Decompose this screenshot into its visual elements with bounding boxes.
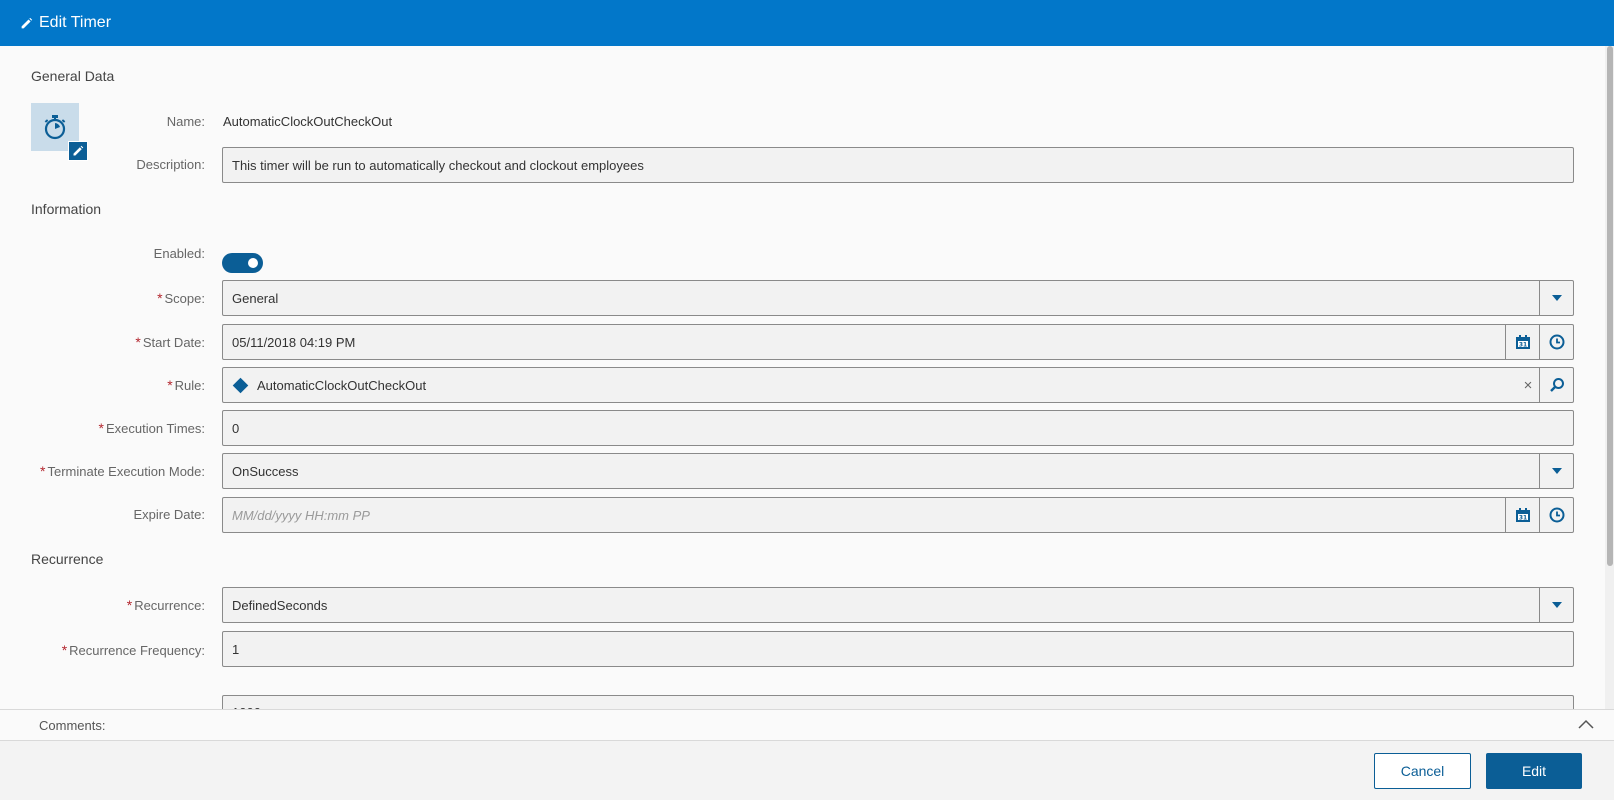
svg-text:31: 31 (1518, 515, 1526, 522)
expire-date-label: Expire Date: (133, 507, 205, 522)
scope-value: General (232, 290, 279, 306)
search-icon (1549, 378, 1564, 392)
recurrence-next-field[interactable]: 1000 (222, 695, 1574, 709)
expire-date-calendar-button[interactable]: 31 (1505, 498, 1539, 532)
expire-date-time-button[interactable] (1539, 498, 1573, 532)
title-bar: Edit Timer (0, 0, 1614, 46)
terminate-mode-dropdown-button[interactable] (1539, 454, 1573, 488)
enabled-toggle[interactable] (222, 253, 263, 273)
recurrence-next-value: 1000 (223, 696, 1573, 709)
rule-search-button[interactable] (1539, 368, 1573, 402)
start-date-calendar-button[interactable]: 31 (1505, 325, 1539, 359)
name-label: Name: (166, 114, 205, 129)
clock-icon (1549, 507, 1564, 523)
name-value: AutomaticClockOutCheckOut (223, 114, 393, 129)
window-title: Edit Timer (39, 14, 112, 31)
edit-button[interactable]: Edit (1486, 753, 1582, 789)
scope-dropdown[interactable]: General (222, 280, 1574, 316)
description-field[interactable]: This timer will be run to automatically … (222, 147, 1574, 183)
expire-date-field[interactable]: MM/dd/yyyy HH:mm PP 31 (222, 497, 1574, 533)
toggle-knob (248, 258, 258, 268)
section-title-recurrence: Recurrence (31, 551, 104, 567)
stopwatch-icon (44, 115, 66, 140)
comments-bar[interactable]: Comments: (0, 709, 1614, 741)
calendar-icon: 31 (1515, 508, 1530, 522)
scope-label: * Scope: (157, 290, 205, 306)
recurrence-dropdown[interactable]: DefinedSeconds (222, 587, 1574, 623)
recurrence-dropdown-button[interactable] (1539, 588, 1573, 622)
timer-avatar (31, 103, 79, 151)
description-value: This timer will be run to automatically … (232, 157, 644, 173)
section-title-information: Information (31, 201, 102, 217)
comments-label: Comments: (39, 717, 106, 733)
scope-dropdown-button[interactable] (1539, 281, 1573, 315)
start-date-field[interactable]: 05/11/2018 04:19 PM 31 (222, 324, 1574, 360)
pencil-icon (21, 17, 33, 28)
execution-times-value: 0 (232, 420, 240, 436)
rule-value: AutomaticClockOutCheckOut (257, 377, 427, 393)
execution-times-label: * Execution Times: (98, 420, 205, 436)
pencil-icon (73, 145, 84, 156)
start-date-value: 05/11/2018 04:19 PM (232, 334, 356, 350)
description-label: Description: (136, 157, 205, 172)
recurrence-frequency-value: 1 (232, 641, 240, 657)
execution-times-field[interactable]: 0 (222, 410, 1574, 446)
chevron-down-icon (1551, 468, 1562, 474)
svg-text:31: 31 (1518, 342, 1526, 349)
recurrence-label: * Recurrence: (126, 597, 205, 613)
footer: Cancel Edit (0, 741, 1614, 800)
chevron-up-icon[interactable] (1578, 718, 1594, 730)
expire-date-placeholder: MM/dd/yyyy HH:mm PP (232, 507, 370, 523)
terminate-mode-dropdown[interactable]: OnSuccess (222, 453, 1574, 489)
avatar-edit-button[interactable] (68, 141, 88, 161)
start-date-time-button[interactable] (1539, 325, 1573, 359)
start-date-label: * Start Date: (135, 334, 205, 350)
chevron-down-icon (1551, 295, 1562, 301)
rule-field[interactable]: AutomaticClockOutCheckOut × (222, 367, 1574, 403)
terminate-mode-label: * Terminate Execution Mode: (40, 463, 205, 479)
recurrence-frequency-field[interactable]: 1 (222, 631, 1574, 667)
recurrence-value: DefinedSeconds (232, 597, 328, 613)
clock-icon (1549, 334, 1564, 350)
rule-diamond-icon (232, 377, 249, 393)
recurrence-frequency-label: * Recurrence Frequency: (61, 642, 205, 658)
section-title-general: General Data (31, 68, 115, 84)
chevron-down-icon (1551, 602, 1562, 608)
cancel-button[interactable]: Cancel (1374, 753, 1471, 789)
rule-label: * Rule: (167, 377, 205, 393)
terminate-mode-value: OnSuccess (232, 463, 299, 479)
enabled-label: Enabled: (153, 246, 205, 261)
calendar-icon: 31 (1515, 335, 1530, 349)
form-content: General Data Name: AutomaticClockOutChec… (0, 46, 1605, 709)
scrollbar-thumb[interactable] (1607, 46, 1613, 566)
rule-clear-icon[interactable]: × (1523, 376, 1533, 394)
